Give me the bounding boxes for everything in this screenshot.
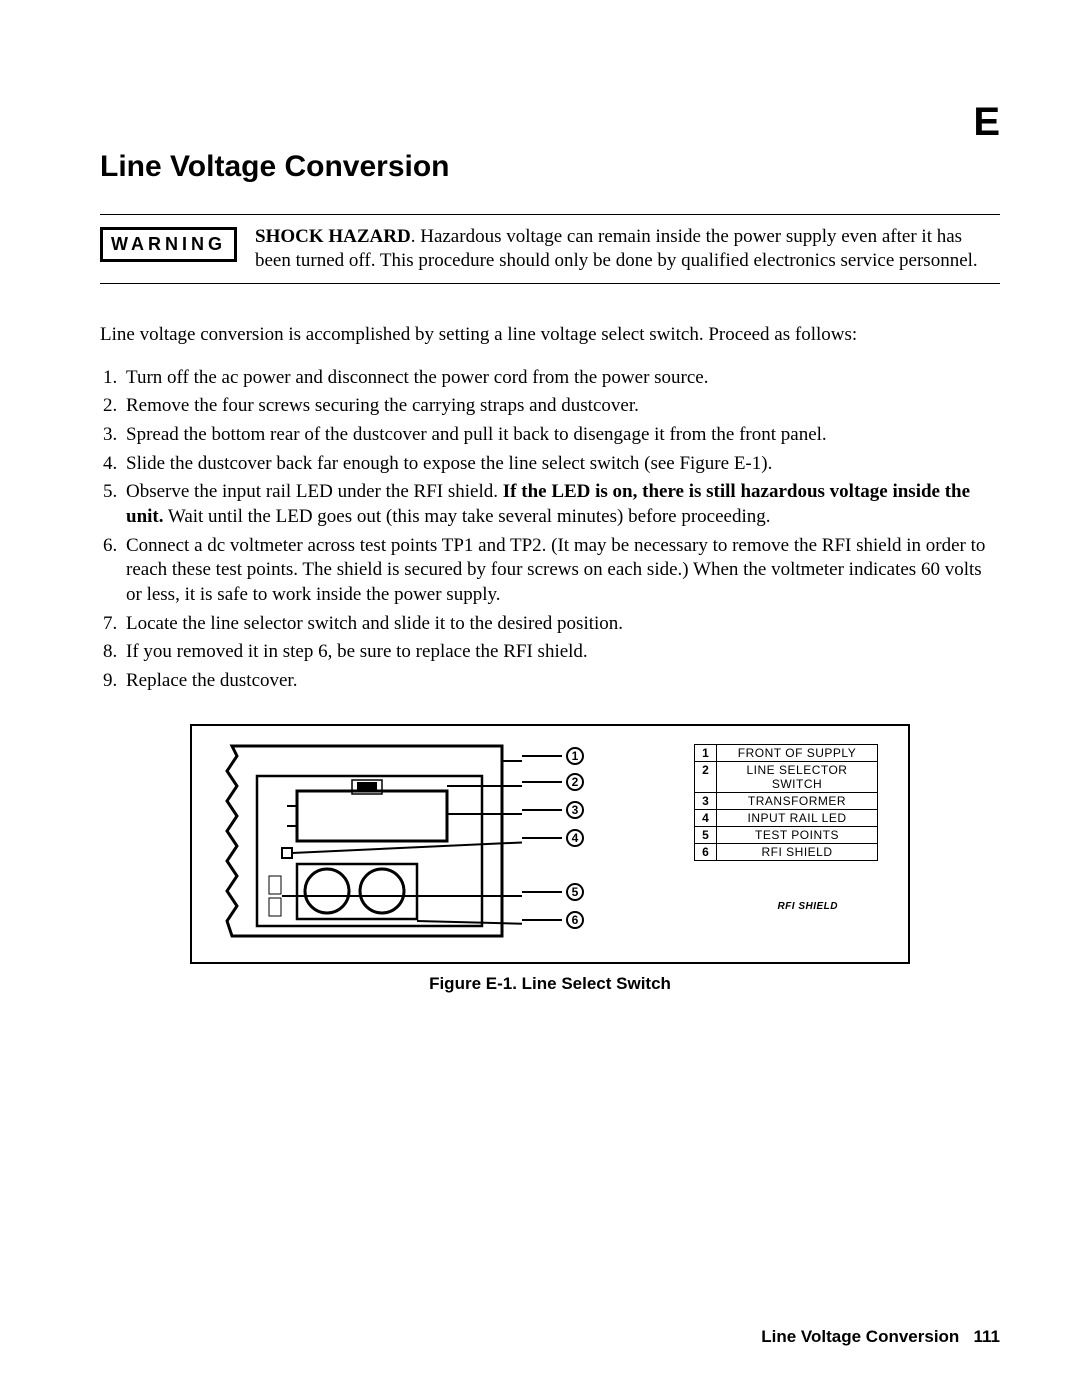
legend-label: FRONT OF SUPPLY xyxy=(717,745,877,762)
legend-num: 2 xyxy=(695,762,717,793)
rfi-shield-label: RFI SHIELD xyxy=(777,901,838,912)
figure-box: 1 2 3 4 5 6 1FRONT OF SUPPLY 2LINE SELEC… xyxy=(190,724,910,964)
warning-text: SHOCK HAZARD. Hazardous voltage can rema… xyxy=(255,225,1000,273)
step-item: Remove the four screws securing the carr… xyxy=(122,394,1000,419)
legend-num: 4 xyxy=(695,810,717,827)
step-item: Replace the dustcover. xyxy=(122,669,1000,694)
legend-label: INPUT RAIL LED xyxy=(717,810,877,827)
legend-label: LINE SELECTOR SWITCH xyxy=(717,762,877,793)
step-5-after: Wait until the LED goes out (this may ta… xyxy=(164,506,771,527)
step-item: Slide the dustcover back far enough to e… xyxy=(122,452,1000,477)
callout-4: 4 xyxy=(566,829,584,847)
footer-page: 111 xyxy=(974,1327,1001,1346)
page-footer: Line Voltage Conversion 111 xyxy=(761,1327,1000,1347)
intro-text: Line voltage conversion is accomplished … xyxy=(100,324,1000,346)
callouts: 1 2 3 4 5 6 xyxy=(522,746,584,934)
callout-6: 6 xyxy=(566,911,584,929)
schematic-svg xyxy=(202,736,522,956)
legend-num: 1 xyxy=(695,745,717,762)
steps-list: Turn off the ac power and disconnect the… xyxy=(100,366,1000,694)
page-title: Line Voltage Conversion xyxy=(100,150,1000,184)
footer-label: Line Voltage Conversion xyxy=(761,1327,959,1346)
appendix-letter: E xyxy=(973,100,1000,145)
legend-num: 6 xyxy=(695,844,717,860)
step-item: If you removed it in step 6, be sure to … xyxy=(122,640,1000,665)
legend-label: RFI SHIELD xyxy=(717,844,877,860)
legend-num: 5 xyxy=(695,827,717,844)
step-item: Connect a dc voltmeter across test point… xyxy=(122,534,1000,608)
step-5-before: Observe the input rail LED under the RFI… xyxy=(126,481,503,502)
step-item: Observe the input rail LED under the RFI… xyxy=(122,480,1000,529)
callout-3: 3 xyxy=(566,801,584,819)
legend-num: 3 xyxy=(695,793,717,810)
figure-e1: 1 2 3 4 5 6 1FRONT OF SUPPLY 2LINE SELEC… xyxy=(100,724,1000,994)
step-item: Turn off the ac power and disconnect the… xyxy=(122,366,1000,391)
callout-1: 1 xyxy=(566,747,584,765)
warning-badge: WARNING xyxy=(100,227,237,262)
step-item: Spread the bottom rear of the dustcover … xyxy=(122,423,1000,448)
legend-table: 1FRONT OF SUPPLY 2LINE SELECTOR SWITCH 3… xyxy=(694,744,878,861)
legend-label: TEST POINTS xyxy=(717,827,877,844)
warning-block: WARNING SHOCK HAZARD. Hazardous voltage … xyxy=(100,214,1000,284)
callout-2: 2 xyxy=(566,773,584,791)
step-item: Locate the line selector switch and slid… xyxy=(122,612,1000,637)
legend-label: TRANSFORMER xyxy=(717,793,877,810)
warning-lead: SHOCK HAZARD xyxy=(255,226,411,247)
callout-5: 5 xyxy=(566,883,584,901)
figure-caption: Figure E-1. Line Select Switch xyxy=(100,974,1000,994)
